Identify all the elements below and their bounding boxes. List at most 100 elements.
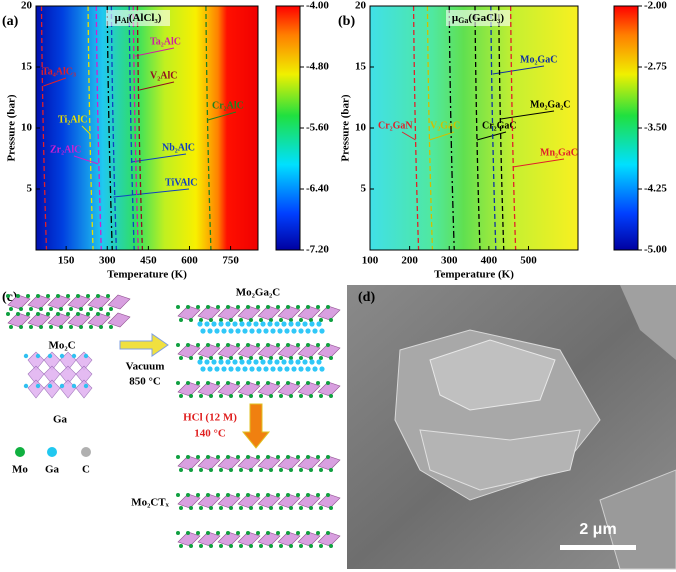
atom — [286, 305, 290, 309]
label: Mo₂CTₓ — [131, 497, 169, 509]
heatmap — [370, 6, 578, 250]
atom — [256, 381, 260, 385]
atom — [269, 318, 273, 322]
atom — [199, 318, 203, 322]
atom — [219, 318, 223, 322]
atom — [209, 318, 213, 322]
atom — [206, 455, 210, 459]
atom — [299, 356, 303, 360]
atom — [189, 468, 193, 472]
octahedron — [317, 305, 341, 321]
atom — [309, 506, 313, 510]
atom — [246, 343, 250, 347]
atom — [309, 468, 313, 472]
octahedron — [177, 381, 201, 397]
octahedron — [257, 305, 281, 321]
atom — [235, 328, 241, 334]
legend-dot — [81, 447, 91, 457]
atom — [204, 321, 210, 327]
atom — [309, 318, 313, 322]
atom — [309, 321, 315, 327]
atom — [236, 455, 240, 459]
octahedron — [257, 493, 281, 509]
x-tick-label: 100 — [362, 255, 379, 267]
atom — [270, 328, 276, 334]
atom — [279, 468, 283, 472]
atom — [86, 312, 90, 316]
boundary-line — [490, 5, 497, 251]
atom — [26, 312, 30, 316]
atom — [39, 325, 43, 329]
pointer — [43, 77, 67, 87]
atom — [326, 343, 330, 347]
colorbar — [613, 5, 639, 251]
atom — [196, 493, 200, 497]
octahedron — [217, 343, 241, 359]
atom — [218, 359, 224, 365]
atom — [232, 321, 238, 327]
pointer — [81, 125, 91, 135]
octahedron — [297, 305, 321, 321]
atom — [319, 394, 323, 398]
octahedron — [277, 493, 301, 509]
atom — [89, 325, 93, 329]
boundary-line — [132, 5, 139, 251]
octahedron — [317, 343, 341, 359]
octahedron — [297, 381, 321, 397]
atom — [256, 531, 260, 535]
atom — [49, 325, 53, 329]
atom — [69, 307, 73, 311]
octahedron — [177, 305, 201, 321]
atom — [267, 359, 273, 365]
atom — [281, 321, 287, 327]
atom — [209, 506, 213, 510]
atom — [299, 468, 303, 472]
atom — [239, 468, 243, 472]
atom — [291, 328, 297, 334]
atom — [36, 294, 40, 298]
atom — [286, 343, 290, 347]
y-tick-label: 10 — [355, 122, 367, 134]
octahedron — [317, 531, 341, 547]
pointer — [492, 65, 545, 75]
atom — [197, 359, 203, 365]
atom — [199, 356, 203, 360]
colorbar-label: -3.50 — [644, 122, 667, 134]
atom — [306, 455, 310, 459]
panel-label: (d) — [358, 290, 375, 305]
atom — [269, 356, 273, 360]
octahedron — [27, 312, 51, 328]
heatmap — [36, 6, 258, 250]
atom — [279, 544, 283, 548]
atom — [316, 321, 322, 327]
atom — [319, 506, 323, 510]
atom — [284, 328, 290, 334]
atom — [209, 356, 213, 360]
pointer — [73, 155, 99, 165]
atom — [47, 353, 53, 359]
atom — [196, 455, 200, 459]
boundary-line — [40, 5, 48, 251]
atom — [316, 343, 320, 347]
atom — [214, 328, 220, 334]
atom — [269, 394, 273, 398]
atom — [99, 307, 103, 311]
colorbar-label: -2.75 — [644, 61, 667, 73]
atom — [66, 312, 70, 316]
atom — [221, 366, 227, 372]
atom — [76, 312, 80, 316]
y-tick-label: 5 — [27, 183, 33, 195]
atom — [71, 353, 77, 359]
y-tick-label: 20 — [355, 0, 367, 12]
title-part: μ — [115, 12, 122, 24]
octahedron — [237, 305, 261, 321]
atom — [19, 307, 23, 311]
atom — [329, 318, 333, 322]
atom — [299, 506, 303, 510]
line-label: Cr₂AlC — [212, 100, 244, 111]
boundary-line — [106, 5, 113, 251]
octahedron — [277, 343, 301, 359]
octahedron — [217, 455, 241, 471]
label: Ga — [53, 414, 68, 426]
x-tick-label: 300 — [99, 255, 116, 267]
